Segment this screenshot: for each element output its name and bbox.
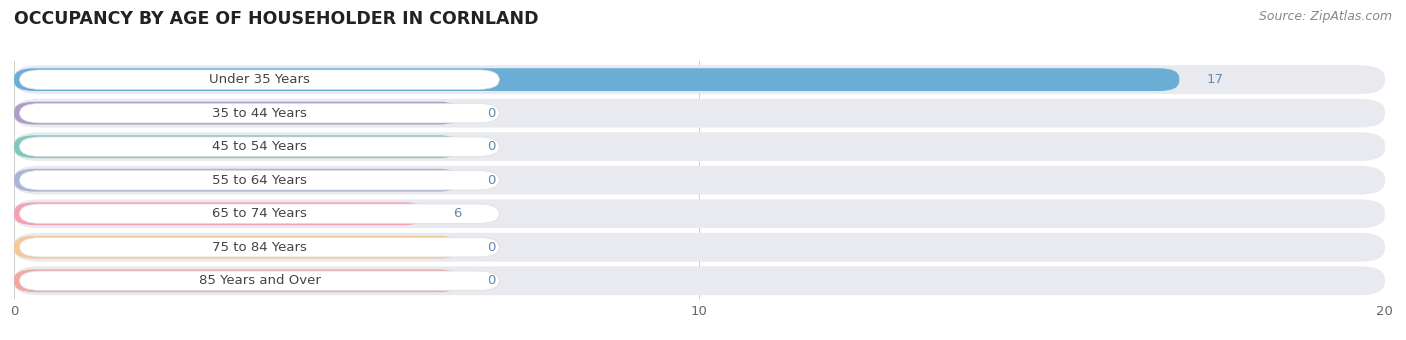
Text: 55 to 64 Years: 55 to 64 Years [212, 174, 307, 187]
Text: 65 to 74 Years: 65 to 74 Years [212, 207, 307, 220]
Text: 85 Years and Over: 85 Years and Over [198, 274, 321, 287]
FancyBboxPatch shape [14, 169, 460, 192]
Text: 0: 0 [486, 274, 495, 287]
FancyBboxPatch shape [14, 102, 460, 124]
FancyBboxPatch shape [14, 199, 1385, 228]
FancyBboxPatch shape [14, 269, 460, 292]
FancyBboxPatch shape [14, 132, 1385, 161]
FancyBboxPatch shape [20, 271, 499, 290]
FancyBboxPatch shape [20, 137, 499, 156]
FancyBboxPatch shape [14, 135, 460, 158]
Text: 35 to 44 Years: 35 to 44 Years [212, 107, 307, 120]
FancyBboxPatch shape [20, 70, 499, 89]
FancyBboxPatch shape [14, 233, 1385, 262]
FancyBboxPatch shape [14, 99, 1385, 128]
Text: OCCUPANCY BY AGE OF HOUSEHOLDER IN CORNLAND: OCCUPANCY BY AGE OF HOUSEHOLDER IN CORNL… [14, 10, 538, 28]
Text: 0: 0 [486, 140, 495, 153]
FancyBboxPatch shape [14, 68, 1180, 91]
FancyBboxPatch shape [14, 202, 425, 225]
Text: 0: 0 [486, 174, 495, 187]
Text: 6: 6 [453, 207, 461, 220]
FancyBboxPatch shape [20, 238, 499, 257]
FancyBboxPatch shape [14, 236, 460, 259]
Text: 75 to 84 Years: 75 to 84 Years [212, 241, 307, 254]
FancyBboxPatch shape [14, 65, 1385, 94]
Text: Under 35 Years: Under 35 Years [209, 73, 309, 86]
Text: 0: 0 [486, 107, 495, 120]
Text: Source: ZipAtlas.com: Source: ZipAtlas.com [1258, 10, 1392, 23]
FancyBboxPatch shape [20, 103, 499, 123]
Text: 0: 0 [486, 241, 495, 254]
FancyBboxPatch shape [20, 170, 499, 190]
FancyBboxPatch shape [14, 266, 1385, 295]
FancyBboxPatch shape [14, 166, 1385, 194]
FancyBboxPatch shape [20, 204, 499, 223]
Text: 45 to 54 Years: 45 to 54 Years [212, 140, 307, 153]
Text: 17: 17 [1206, 73, 1223, 86]
